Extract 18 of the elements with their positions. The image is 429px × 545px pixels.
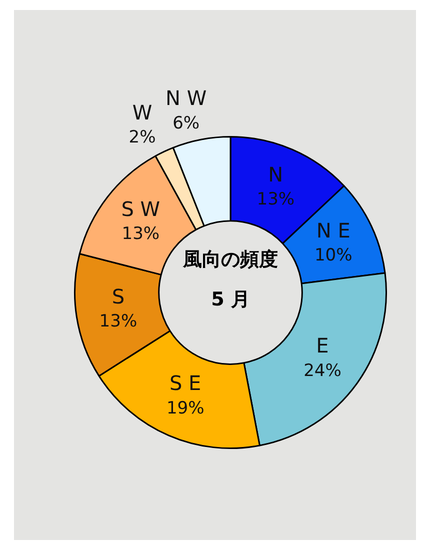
data-label: 24%: [304, 360, 342, 381]
text: 風向の頻度: [182, 248, 278, 270]
data-label: 19%: [166, 398, 204, 418]
slice-label: N W: [166, 86, 207, 110]
text: 5 月: [211, 288, 250, 310]
slice-label: E: [316, 334, 329, 358]
data-label: 6%: [172, 113, 200, 134]
slice-label: S: [112, 284, 125, 308]
slice-label: N: [268, 162, 284, 186]
data-label: 13%: [99, 312, 138, 332]
data-label: 10%: [314, 246, 352, 266]
slice-label: S W: [121, 197, 160, 222]
slice-label: W: [132, 100, 152, 124]
data-label: 2%: [128, 128, 156, 148]
slice-label: S E: [169, 371, 202, 396]
slice-label: N E: [316, 218, 350, 242]
data-label: 13%: [256, 190, 295, 210]
data-label: 13%: [122, 224, 160, 244]
